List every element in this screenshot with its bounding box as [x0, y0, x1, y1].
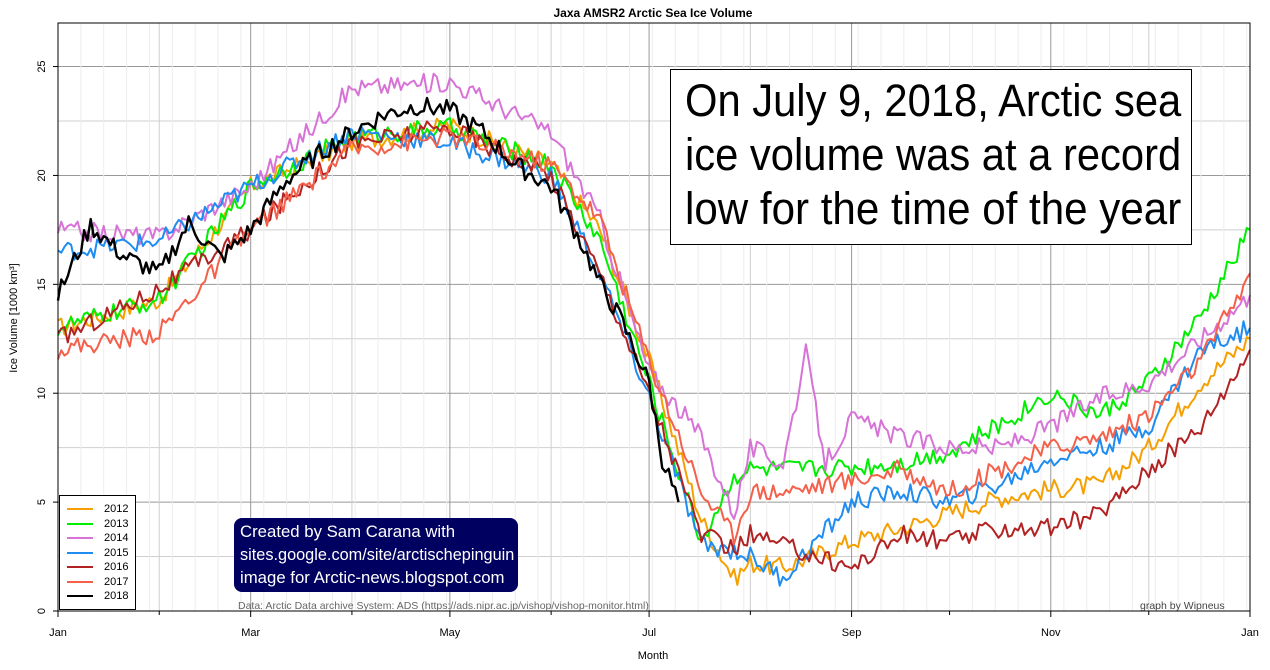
y-tick-label: 0: [36, 608, 48, 614]
credit-line: image for Arctic-news.blogspot.com: [240, 568, 505, 587]
plot-frame: [57, 22, 1251, 612]
graph-byline: graph by Wipneus: [1140, 600, 1225, 612]
legend-item: 2014: [67, 531, 135, 546]
legend-swatch: [67, 537, 93, 540]
legend-swatch: [67, 566, 93, 569]
legend-label: 2012: [104, 503, 129, 516]
x-tick-label: Sep: [842, 627, 862, 639]
legend-swatch: [67, 551, 93, 554]
legend-label: 2015: [104, 546, 129, 559]
x-axis-label: Month: [638, 650, 669, 662]
data-source-note: Data: Arctic Data archive System: ADS (h…: [238, 600, 649, 612]
legend-item: 2016: [67, 560, 135, 575]
credit-line: Created by Sam Carana with: [240, 522, 456, 541]
y-tick-label: 15: [36, 278, 48, 290]
legend-label: 2013: [104, 517, 129, 530]
x-tick-label: May: [439, 627, 460, 639]
legend-item: 2015: [67, 546, 135, 561]
chart-title: Jaxa AMSR2 Arctic Sea Ice Volume: [554, 6, 753, 20]
series-line-2014: [57, 72, 1251, 520]
annotation-line: On July 9, 2018, Arctic sea: [685, 75, 1182, 126]
x-tick-label: Jan: [49, 627, 67, 639]
y-tick-label: 20: [36, 169, 48, 181]
legend-swatch: [67, 595, 93, 598]
y-tick-label: 10: [36, 387, 48, 399]
legend-item: 2018: [67, 589, 135, 604]
series-lines: [56, 72, 1251, 587]
x-tick-label: Jan: [1241, 627, 1259, 639]
annotation-line: low for the time of the year: [685, 183, 1182, 234]
legend-swatch: [67, 522, 93, 525]
legend-item: 2017: [67, 575, 135, 590]
series-line-2018: [56, 96, 680, 503]
series-line-2017: [57, 127, 1251, 546]
x-tick-label: Jul: [642, 627, 656, 639]
credit-box: Created by Sam Carana with sites.google.…: [234, 518, 518, 592]
legend-label: 2016: [104, 561, 129, 574]
legend-item: 2013: [67, 517, 135, 532]
axes: 0 5 10 15 20 25 Jan Mar May Jul Sep Nov Jan: [36, 22, 1259, 639]
legend-item: 2012: [67, 502, 135, 517]
x-tick-label: Mar: [241, 627, 260, 639]
annotation-box: On July 9, 2018, Arctic sea ice volume w…: [670, 69, 1192, 245]
legend-swatch: [67, 508, 93, 511]
x-tick-label: Nov: [1041, 627, 1061, 639]
annotation-line: ice volume was at a record: [685, 129, 1182, 180]
legend-label: 2017: [104, 575, 129, 588]
legend-swatch: [67, 580, 93, 583]
y-axis-label: Ice Volume [1000 km³]: [8, 263, 20, 372]
y-tick-label: 5: [36, 499, 48, 505]
credit-line: sites.google.com/site/arctischepinguin: [240, 545, 515, 564]
legend: 2012 2013 2014 2015 2016 2017 2018: [59, 495, 136, 610]
y-tick-label: 25: [36, 60, 48, 72]
legend-label: 2014: [104, 532, 129, 545]
legend-label: 2018: [104, 590, 129, 603]
